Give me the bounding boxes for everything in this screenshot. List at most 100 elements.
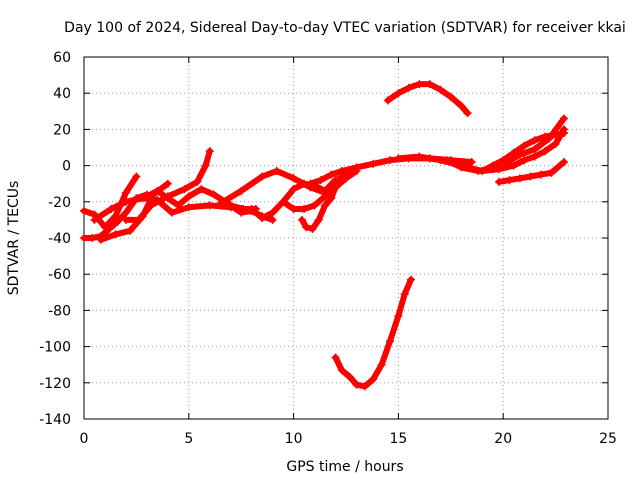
data-point (404, 83, 413, 92)
data-point (90, 215, 99, 224)
data-series (80, 80, 568, 391)
data-point (509, 161, 518, 170)
data-point (163, 179, 172, 188)
data-point (337, 167, 346, 176)
data-point (547, 168, 556, 177)
data-point (337, 366, 346, 375)
data-point (536, 170, 545, 179)
data-point (237, 186, 246, 195)
data-point (153, 195, 162, 204)
data-point (415, 80, 424, 89)
data-point (331, 176, 340, 185)
data-point (505, 176, 514, 185)
grid-lines (84, 57, 608, 419)
y-tick-label: 20 (53, 122, 71, 138)
data-point (247, 205, 256, 214)
data-point (289, 174, 298, 183)
data-point (297, 215, 306, 224)
data-point (308, 224, 317, 233)
data-point (268, 208, 277, 217)
data-point (342, 174, 350, 183)
data-point (163, 194, 172, 203)
data-point (289, 185, 298, 194)
data-point (310, 201, 319, 210)
data-point (520, 141, 529, 150)
data-point (237, 208, 246, 217)
data-point (526, 172, 535, 181)
data-point (551, 139, 560, 148)
data-point (268, 215, 277, 224)
data-point (184, 203, 193, 212)
data-point (369, 375, 378, 384)
data-point (415, 152, 424, 161)
series-arc-17 (383, 80, 472, 118)
data-point (530, 145, 539, 154)
data-point (113, 217, 122, 226)
data-point (327, 170, 336, 179)
data-point (180, 185, 189, 194)
data-point (272, 167, 281, 176)
data-point (193, 177, 202, 186)
data-point (316, 176, 325, 185)
data-point (321, 192, 330, 201)
data-point (541, 147, 550, 156)
data-point (559, 114, 568, 123)
x-tick-label: 15 (389, 431, 407, 447)
data-point (121, 215, 130, 224)
data-point (488, 161, 497, 170)
data-point (279, 197, 288, 206)
series-line (332, 276, 414, 390)
series-arc-13 (394, 125, 568, 176)
series-line (426, 115, 567, 174)
series-arc-11 (279, 167, 361, 214)
y-tick-label: -60 (48, 267, 71, 283)
data-point (559, 129, 568, 138)
x-tick-label: 20 (494, 431, 512, 447)
data-point (369, 159, 378, 168)
data-point (406, 275, 415, 284)
data-point (386, 337, 395, 346)
data-point (121, 208, 130, 217)
data-point (386, 156, 395, 165)
x-tick-label: 5 (184, 431, 193, 447)
y-tick-label: -80 (48, 303, 71, 319)
data-point (258, 214, 267, 223)
data-point (121, 188, 130, 197)
x-tick-label: 0 (80, 431, 89, 447)
series-arc-15 (478, 129, 568, 176)
y-tick-label: 40 (53, 86, 71, 102)
data-point (559, 157, 568, 166)
data-point (495, 177, 504, 186)
chart-title: Day 100 of 2024, Sidereal Day-to-day VTE… (64, 20, 626, 36)
data-point (446, 92, 455, 101)
series-line (248, 171, 352, 222)
series-arc-4 (121, 147, 214, 224)
y-tick-label: -120 (39, 376, 71, 392)
series-arc-16 (495, 157, 568, 186)
data-point (551, 130, 560, 139)
y-tick-label: -140 (39, 412, 71, 428)
data-point (289, 205, 298, 214)
x-tick-label: 10 (285, 431, 303, 447)
data-point (132, 172, 141, 181)
data-point (138, 194, 147, 203)
data-point (107, 205, 116, 214)
data-point (346, 373, 355, 382)
x-axis-label: GPS time / hours (286, 459, 403, 475)
data-point (314, 215, 323, 224)
data-point (400, 290, 409, 299)
data-point (201, 161, 210, 170)
data-point (226, 201, 235, 210)
data-point (126, 226, 135, 235)
data-point (394, 311, 403, 320)
data-point (530, 152, 539, 161)
data-point (467, 157, 476, 166)
data-point (88, 234, 97, 242)
x-tick-label: 25 (599, 431, 617, 447)
data-point (331, 183, 340, 192)
data-point (377, 360, 386, 369)
series-line (384, 81, 471, 117)
data-point (327, 194, 336, 203)
data-point (306, 179, 315, 188)
data-point (352, 163, 361, 172)
